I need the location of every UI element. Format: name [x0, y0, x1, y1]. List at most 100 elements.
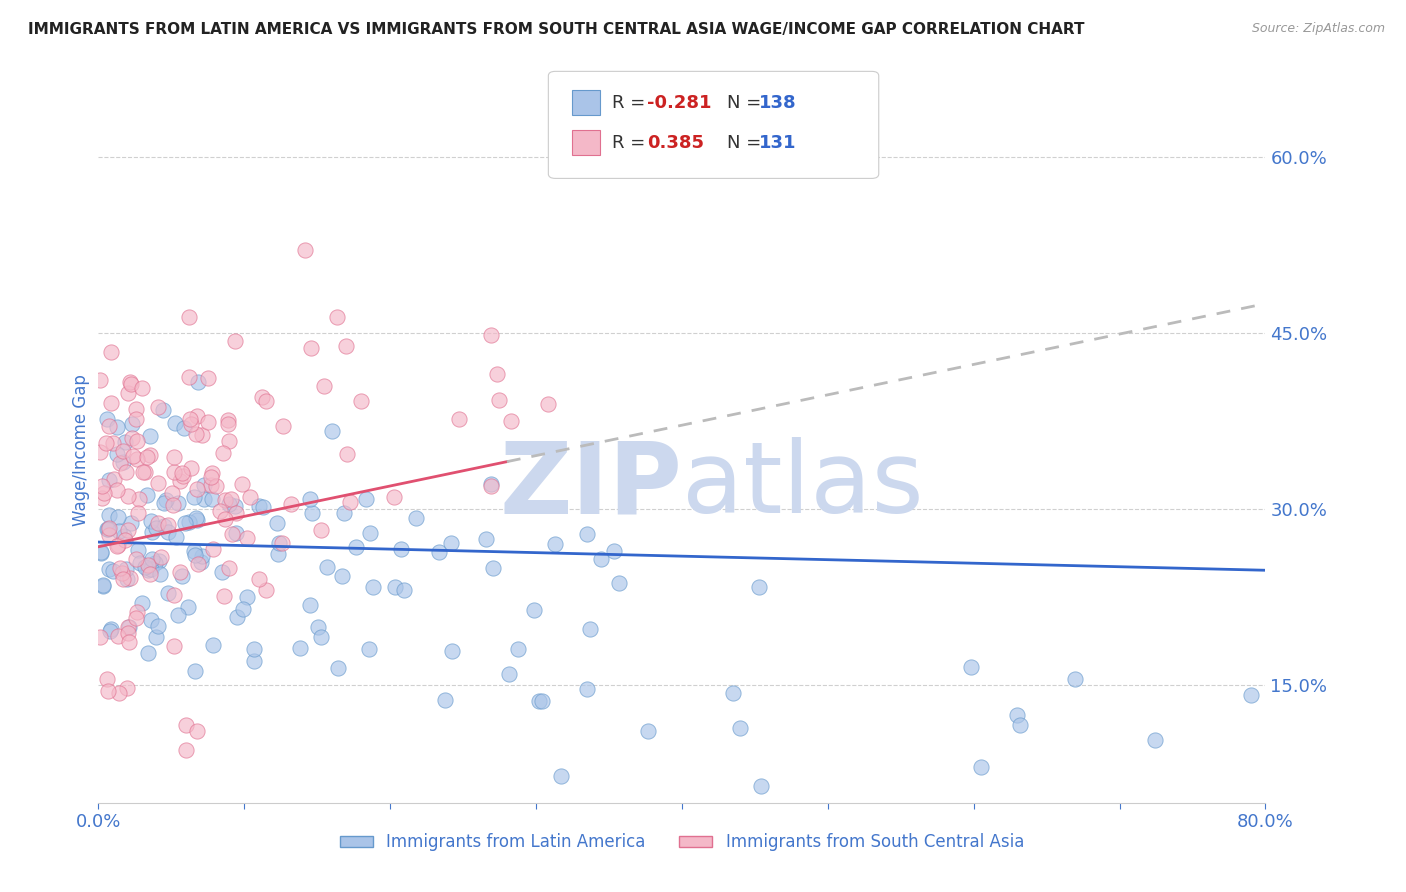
- Point: [127, 605, 149, 619]
- Point: [91, 491, 114, 505]
- Point: [531, 694, 554, 708]
- Point: [447, 412, 470, 426]
- Point: [354, 491, 377, 506]
- Point: [135, 488, 157, 502]
- Point: [218, 434, 240, 448]
- Point: [202, 638, 225, 652]
- Point: [501, 414, 523, 428]
- Point: [174, 717, 197, 731]
- Point: [394, 582, 416, 597]
- Point: [120, 571, 142, 585]
- Point: [186, 409, 208, 423]
- Text: 131: 131: [759, 134, 797, 152]
- Point: [125, 402, 148, 417]
- Point: [131, 381, 153, 395]
- Point: [183, 544, 205, 558]
- Y-axis label: Wage/Income Gap: Wage/Income Gap: [72, 375, 90, 526]
- Point: [266, 516, 288, 531]
- Point: [214, 590, 236, 604]
- Point: [498, 667, 520, 681]
- Point: [117, 572, 139, 586]
- Point: [124, 552, 146, 566]
- Point: [108, 560, 131, 574]
- Point: [169, 566, 191, 580]
- Point: [101, 435, 124, 450]
- Point: [179, 412, 201, 426]
- Point: [139, 562, 162, 576]
- Point: [129, 556, 152, 570]
- Point: [335, 339, 357, 353]
- Point: [190, 556, 212, 570]
- Text: Source: ZipAtlas.com: Source: ZipAtlas.com: [1251, 22, 1385, 36]
- Point: [326, 661, 349, 675]
- Point: [309, 630, 332, 644]
- Point: [177, 310, 200, 324]
- Point: [330, 569, 353, 583]
- Point: [186, 723, 208, 738]
- Point: [218, 497, 240, 511]
- Point: [191, 427, 214, 442]
- Point: [118, 620, 141, 634]
- Point: [139, 514, 162, 528]
- Point: [405, 511, 427, 525]
- Point: [111, 455, 134, 469]
- Point: [101, 565, 124, 579]
- Legend: Immigrants from Latin America, Immigrants from South Central Asia: Immigrants from Latin America, Immigrant…: [333, 827, 1031, 858]
- Point: [127, 506, 149, 520]
- Point: [145, 521, 167, 535]
- Text: 138: 138: [759, 94, 797, 112]
- Point: [231, 477, 253, 491]
- Point: [136, 558, 159, 572]
- Point: [112, 529, 135, 543]
- Point: [108, 456, 131, 470]
- Point: [97, 684, 120, 698]
- Point: [100, 623, 122, 637]
- Point: [243, 654, 266, 668]
- Point: [271, 418, 294, 433]
- Text: N =: N =: [727, 94, 766, 112]
- Point: [193, 491, 215, 506]
- Point: [120, 516, 142, 530]
- Point: [309, 524, 332, 538]
- Point: [749, 780, 772, 794]
- Point: [226, 609, 249, 624]
- Point: [134, 559, 156, 574]
- Point: [156, 586, 179, 600]
- Point: [125, 412, 148, 426]
- Point: [201, 542, 224, 557]
- Point: [299, 341, 322, 355]
- Point: [187, 375, 209, 389]
- Point: [146, 401, 169, 415]
- Text: 0.385: 0.385: [647, 134, 704, 152]
- Point: [117, 524, 139, 538]
- Point: [336, 447, 359, 461]
- Point: [96, 412, 118, 426]
- Text: R =: R =: [612, 134, 651, 152]
- Point: [173, 421, 195, 435]
- Point: [96, 673, 118, 687]
- Point: [132, 465, 155, 479]
- Point: [114, 562, 136, 576]
- Point: [960, 660, 983, 674]
- Point: [350, 393, 373, 408]
- Point: [205, 479, 228, 493]
- Point: [177, 600, 200, 615]
- Point: [139, 428, 162, 442]
- Point: [243, 642, 266, 657]
- Point: [1063, 673, 1085, 687]
- Point: [152, 403, 174, 417]
- Point: [218, 561, 240, 575]
- Point: [269, 535, 291, 549]
- Point: [107, 538, 129, 552]
- Point: [575, 681, 598, 696]
- Point: [359, 525, 381, 540]
- Point: [479, 477, 502, 491]
- Point: [200, 470, 222, 484]
- Point: [299, 598, 322, 612]
- Point: [139, 567, 162, 582]
- Point: [153, 519, 176, 533]
- Point: [89, 546, 111, 560]
- Point: [143, 556, 166, 570]
- Point: [1143, 733, 1166, 747]
- Point: [121, 417, 143, 431]
